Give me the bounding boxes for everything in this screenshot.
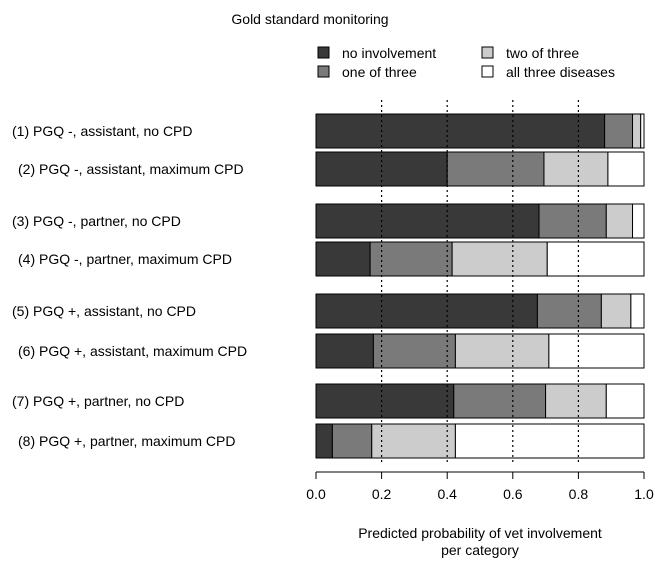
bar-segment-1-1 xyxy=(315,113,606,149)
x-axis-label-line1: Predicted probability of vet involvement xyxy=(358,525,602,541)
bar-segment-3-2 xyxy=(538,203,607,239)
reference-lines xyxy=(381,100,580,462)
bar-segment-7-4 xyxy=(605,383,645,419)
bars-group xyxy=(315,113,645,459)
x-axis-label-line2: per category xyxy=(441,542,519,558)
category-label-2: (2) PGQ -, assistant, maximum CPD xyxy=(18,161,244,177)
legend-swatch-2 xyxy=(481,46,494,59)
bar-segment-2-2 xyxy=(446,151,545,187)
x-tick-label-0: 0.0 xyxy=(306,486,326,502)
x-tick-label-2: 0.4 xyxy=(437,486,457,502)
legend-label-2: two of three xyxy=(506,45,579,61)
bar-segment-8-2 xyxy=(331,423,373,459)
bar-segment-3-4 xyxy=(632,203,645,239)
bar-segment-6-3 xyxy=(454,333,550,369)
bar-segment-6-4 xyxy=(548,333,645,369)
x-axis: 0.0 0.2 0.4 0.6 0.8 1.0 xyxy=(306,471,654,502)
bar-segment-6-1 xyxy=(315,333,374,369)
bar-segment-8-4 xyxy=(454,423,645,459)
bar-segment-8-1 xyxy=(315,423,333,459)
bar-segment-5-4 xyxy=(630,293,645,329)
bar-segment-4-2 xyxy=(369,241,453,277)
bar-segment-8-3 xyxy=(371,423,456,459)
bar-segment-2-4 xyxy=(607,151,645,187)
bar-segment-4-1 xyxy=(315,241,371,277)
x-tick-label-1: 0.2 xyxy=(372,486,392,502)
bar-segment-7-1 xyxy=(315,383,455,419)
x-tick-label-4: 0.8 xyxy=(569,486,589,502)
bar-segment-1-4 xyxy=(640,113,645,149)
category-label-4: (4) PGQ -, partner, maximum CPD xyxy=(18,251,232,267)
legend-label-0: no involvement xyxy=(342,45,436,61)
x-tick-label-3: 0.6 xyxy=(503,486,523,502)
chart-title: Gold standard monitoring xyxy=(231,11,388,27)
legend-label-1: one of three xyxy=(342,64,417,80)
bar-segment-3-1 xyxy=(315,203,540,239)
bar-segment-4-3 xyxy=(451,241,548,277)
category-label-7: (7) PGQ +, partner, no CPD xyxy=(12,393,184,409)
category-label-1: (1) PGQ -, assistant, no CPD xyxy=(12,123,193,139)
bar-segment-1-2 xyxy=(604,113,634,149)
bar-segment-7-3 xyxy=(545,383,607,419)
bar-segment-1-3 xyxy=(632,113,642,149)
bar-segment-2-3 xyxy=(543,151,609,187)
category-label-8: (8) PGQ +, partner, maximum CPD xyxy=(18,433,235,449)
bar-segment-3-3 xyxy=(605,203,634,239)
legend-label-3: all three diseases xyxy=(506,64,615,80)
category-label-5: (5) PGQ +, assistant, no CPD xyxy=(12,303,196,319)
bar-segment-5-2 xyxy=(536,293,602,329)
legend-swatch-1 xyxy=(317,65,330,78)
bar-segment-5-3 xyxy=(600,293,632,329)
category-label-6: (6) PGQ +, assistant, maximum CPD xyxy=(18,343,247,359)
x-tick-label-5: 1.0 xyxy=(634,486,654,502)
category-labels: (1) PGQ -, assistant, no CPD (2) PGQ -, a… xyxy=(12,123,247,449)
bar-segment-5-1 xyxy=(315,293,538,329)
legend-swatch-0 xyxy=(317,46,330,59)
category-label-3: (3) PGQ -, partner, no CPD xyxy=(12,213,181,229)
legend-swatch-3 xyxy=(481,65,494,78)
bar-segment-4-4 xyxy=(546,241,645,277)
legend: no involvement one of three two of three al… xyxy=(317,45,615,80)
bar-segment-7-2 xyxy=(453,383,547,419)
bar-segment-6-2 xyxy=(372,333,456,369)
